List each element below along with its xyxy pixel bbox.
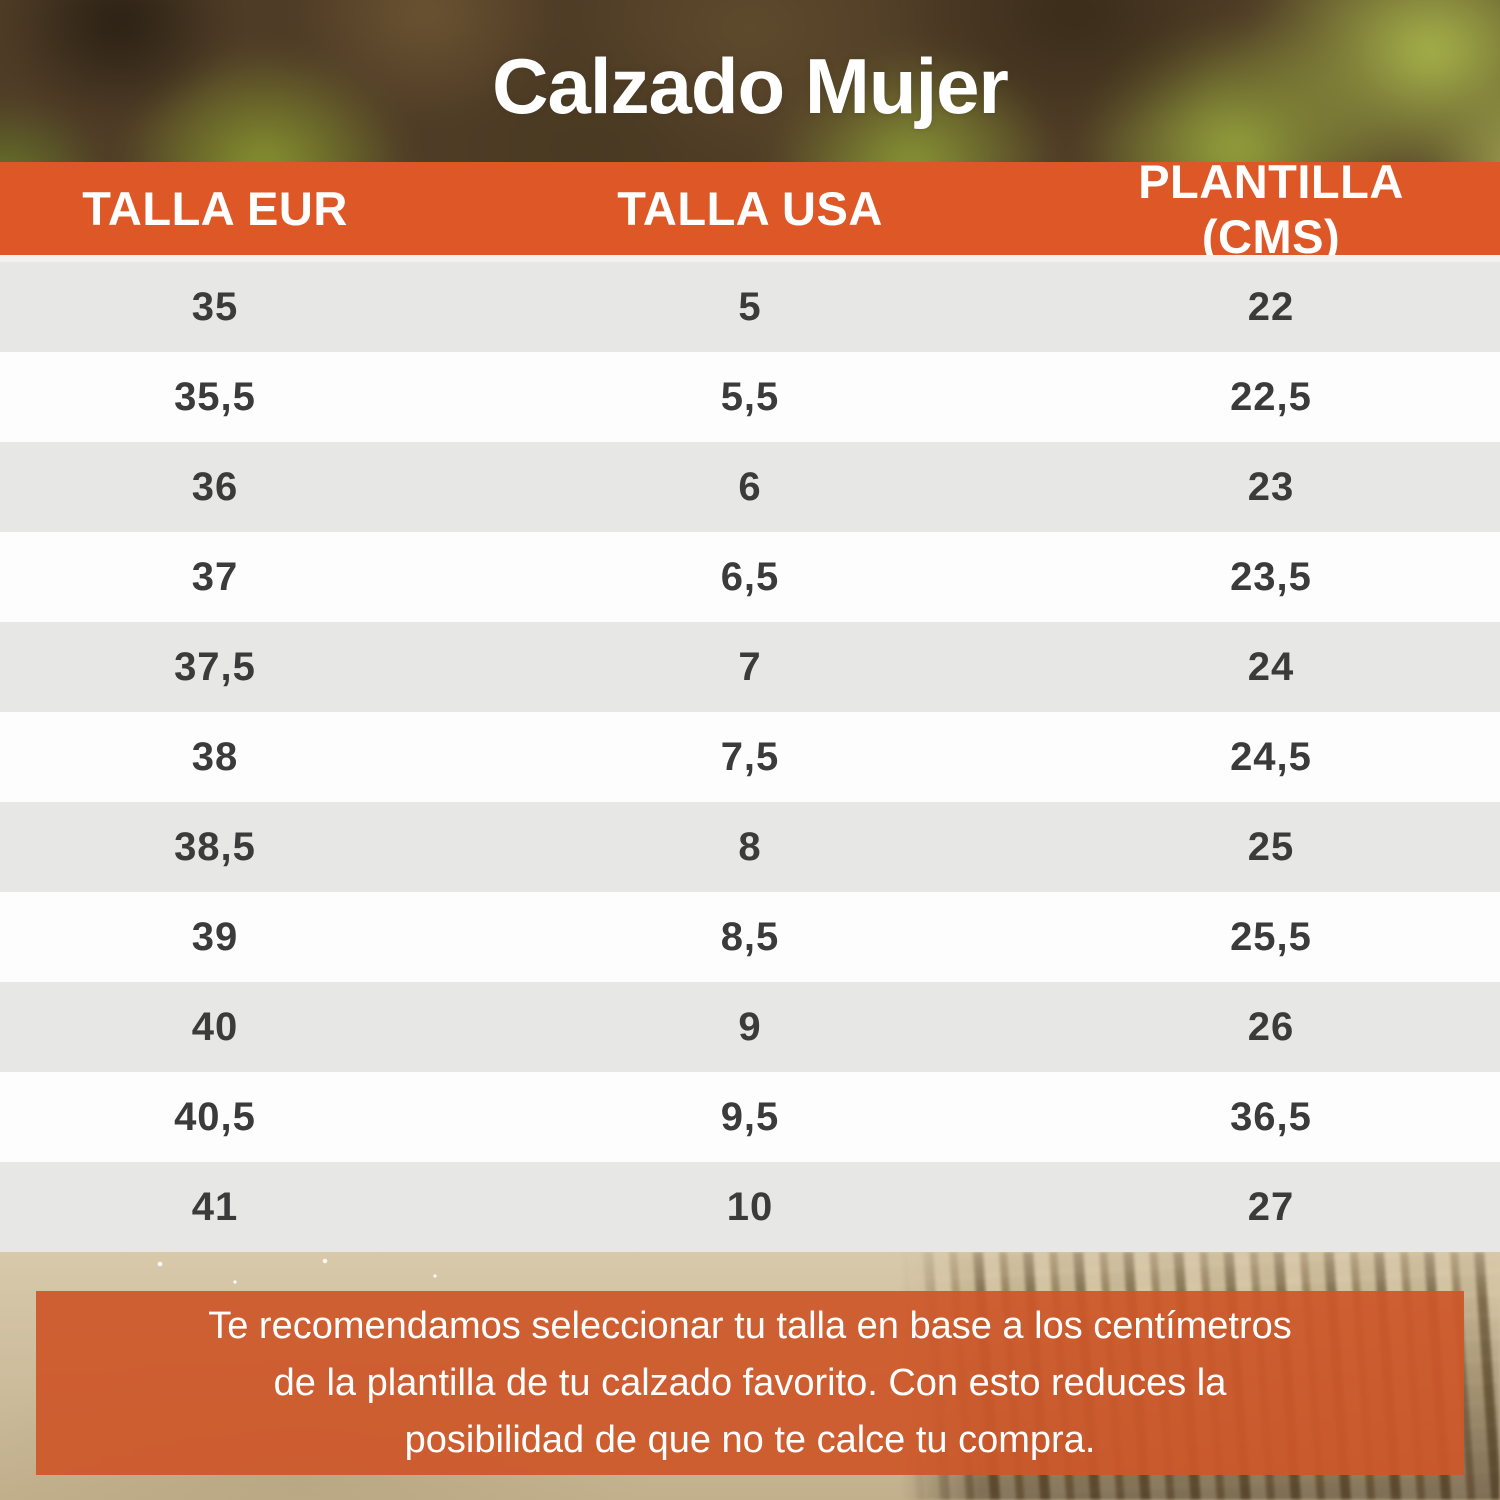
table-row: 37,5 7 24 <box>0 622 1500 712</box>
table-row: 39 8,5 25,5 <box>0 892 1500 982</box>
cell-talla-eur: 36 <box>191 464 239 509</box>
cell-plantilla-cms: 23 <box>1247 464 1295 509</box>
cell-talla-eur: 37 <box>191 554 239 599</box>
cell-talla-usa: 5 <box>738 284 762 329</box>
header-separator <box>0 255 1500 262</box>
recommendation-text-line: Te recomendamos seleccionar tu talla en … <box>208 1304 1292 1347</box>
hero-banner: Calzado Mujer <box>0 0 1500 162</box>
cell-plantilla-cms: 25 <box>1247 824 1295 869</box>
table-row: 40,5 9,5 36,5 <box>0 1072 1500 1162</box>
bottom-section: Te recomendamos seleccionar tu talla en … <box>0 1252 1500 1500</box>
cell-plantilla-cms: 22,5 <box>1230 374 1312 419</box>
cell-talla-usa: 8 <box>738 824 762 869</box>
cell-plantilla-cms: 24,5 <box>1230 734 1312 779</box>
cell-plantilla-cms: 22 <box>1247 284 1295 329</box>
cell-plantilla-cms: 24 <box>1247 644 1295 689</box>
cell-talla-eur: 35 <box>191 284 239 329</box>
cell-talla-usa: 7 <box>738 644 762 689</box>
column-header-talla-usa: TALLA USA <box>617 182 883 235</box>
cell-plantilla-cms: 25,5 <box>1230 914 1312 959</box>
recommendation-text-line: de la plantilla de tu calzado favorito. … <box>273 1361 1227 1404</box>
cell-talla-eur: 37,5 <box>174 644 256 689</box>
column-header-plantilla-cms: PLANTILLA (CMS) <box>1138 154 1404 263</box>
cell-talla-eur: 40,5 <box>174 1094 256 1139</box>
table-row: 35,5 5,5 22,5 <box>0 352 1500 442</box>
cell-talla-usa: 10 <box>726 1184 774 1229</box>
nature-background <box>0 0 1500 162</box>
cell-talla-usa: 9,5 <box>720 1094 780 1139</box>
cell-talla-usa: 6 <box>738 464 762 509</box>
column-header-talla-eur: TALLA EUR <box>82 182 348 235</box>
table-row: 38 7,5 24,5 <box>0 712 1500 802</box>
cell-talla-eur: 35,5 <box>174 374 256 419</box>
cell-talla-usa: 7,5 <box>720 734 780 779</box>
cell-plantilla-cms: 23,5 <box>1230 554 1312 599</box>
cell-talla-eur: 40 <box>191 1004 239 1049</box>
recommendation-banner: Te recomendamos seleccionar tu talla en … <box>36 1291 1464 1475</box>
cell-talla-eur: 38,5 <box>174 824 256 869</box>
cell-talla-usa: 9 <box>738 1004 762 1049</box>
cell-talla-usa: 5,5 <box>720 374 780 419</box>
table-row: 38,5 8 25 <box>0 802 1500 892</box>
cell-talla-usa: 6,5 <box>720 554 780 599</box>
cell-plantilla-cms: 36,5 <box>1230 1094 1312 1139</box>
cell-talla-eur: 39 <box>191 914 239 959</box>
cell-plantilla-cms: 26 <box>1247 1004 1295 1049</box>
table-header-row: TALLA EUR TALLA USA PLANTILLA (CMS) <box>0 155 1500 263</box>
page-title: Calzado Mujer <box>492 41 1009 130</box>
table-row: 41 10 27 <box>0 1162 1500 1252</box>
size-table-body: 35 5 22 35,5 5,5 22,5 36 6 23 37 6,5 23,5 37,5 7 24 38 7… <box>0 262 1500 1252</box>
table-row: 37 6,5 23,5 <box>0 532 1500 622</box>
cell-talla-eur: 38 <box>191 734 239 779</box>
cell-talla-usa: 8,5 <box>720 914 780 959</box>
cell-talla-eur: 41 <box>191 1184 239 1229</box>
table-row: 35 5 22 <box>0 262 1500 352</box>
recommendation-text-line: posibilidad de que no te calce tu compra… <box>404 1418 1096 1461</box>
cell-plantilla-cms: 27 <box>1247 1184 1295 1229</box>
table-row: 40 9 26 <box>0 982 1500 1072</box>
table-row: 36 6 23 <box>0 442 1500 532</box>
